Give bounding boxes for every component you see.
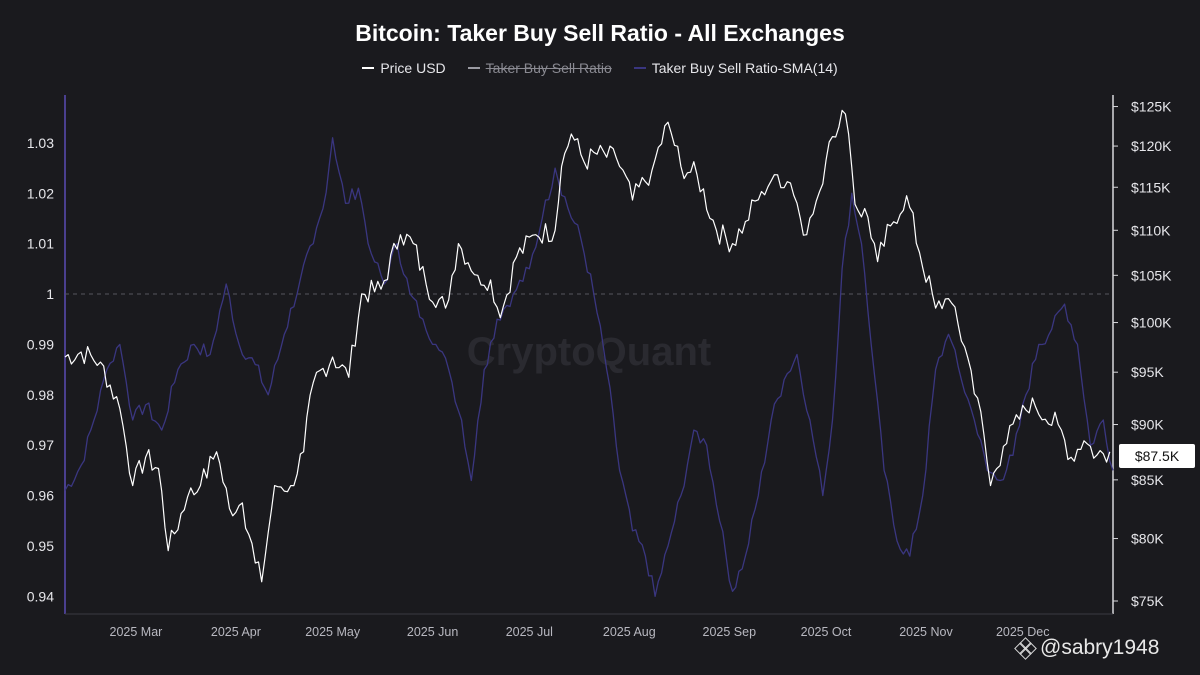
x-tick-label: 2025 Sep	[703, 625, 757, 639]
y-left-tick-label: 0.98	[27, 387, 54, 403]
y-right-tick-label: $100K	[1131, 315, 1172, 331]
legend-item-sma[interactable]: Taker Buy Sell Ratio-SMA(14)	[633, 60, 838, 76]
y-left-tick-label: 1.02	[27, 185, 54, 201]
y-right-tick-label: $105K	[1131, 267, 1172, 283]
x-tick-label: 2025 Dec	[996, 625, 1050, 639]
legend-item-price[interactable]: Price USD	[362, 60, 446, 76]
y-right-tick-label: $75K	[1131, 593, 1164, 609]
y-left-tick-label: 1.01	[27, 236, 54, 252]
y-left-tick-label: 0.94	[27, 588, 54, 604]
last-price-label: $87.5K	[1119, 444, 1195, 468]
x-tick-label: 2025 Nov	[899, 625, 953, 639]
source-tag: @sabry1948	[1014, 636, 1160, 660]
watermark-text: CryptoQuant	[467, 330, 711, 374]
legend-swatch-sma	[633, 67, 646, 69]
legend-label-ratio: Taker Buy Sell Ratio	[485, 60, 612, 76]
y-left-tick-label: 0.96	[27, 488, 54, 504]
chart-legend: Price USD Taker Buy Sell Ratio Taker Buy…	[0, 60, 1200, 76]
x-tick-label: 2025 Jul	[506, 625, 553, 639]
y-right-tick-label: $85K	[1131, 472, 1164, 488]
y-right-tick-label: $110K	[1131, 222, 1171, 238]
source-handle: @sabry1948	[1040, 636, 1160, 659]
y-right-tick-label: $125K	[1131, 99, 1172, 115]
legend-swatch-ratio	[467, 67, 480, 69]
legend-swatch-price	[362, 67, 375, 69]
chart-title: Bitcoin: Taker Buy Sell Ratio - All Exch…	[355, 20, 845, 46]
x-tick-label: 2025 Mar	[110, 625, 163, 639]
x-tick-label: 2025 Oct	[801, 625, 852, 639]
y-right-tick-label: $90K	[1131, 417, 1164, 433]
y-right-tick-label: $95K	[1131, 364, 1164, 380]
x-tick-label: 2025 Aug	[603, 625, 656, 639]
binance-diamond-icon	[1014, 637, 1037, 660]
x-tick-label: 2025 May	[305, 625, 361, 639]
y-left-tick-label: 0.99	[27, 336, 54, 352]
y-left-tick-label: 0.97	[27, 437, 54, 453]
y-left-tick-label: 0.95	[27, 538, 54, 554]
y-left-tick-label: 1	[46, 286, 54, 302]
legend-item-ratio[interactable]: Taker Buy Sell Ratio	[467, 60, 612, 76]
x-tick-label: 2025 Apr	[211, 625, 261, 639]
x-tick-label: 2025 Jun	[407, 625, 458, 639]
y-right-tick-label: $115K	[1131, 179, 1171, 195]
y-right-tick-label: $120K	[1131, 138, 1172, 154]
y-left-tick-label: 1.03	[27, 135, 54, 151]
legend-label-price: Price USD	[380, 60, 446, 76]
y-right-tick-label: $80K	[1131, 531, 1164, 547]
legend-label-sma: Taker Buy Sell Ratio-SMA(14)	[651, 60, 838, 76]
series-line-sma	[64, 137, 1114, 598]
series-line-price	[64, 109, 1111, 583]
